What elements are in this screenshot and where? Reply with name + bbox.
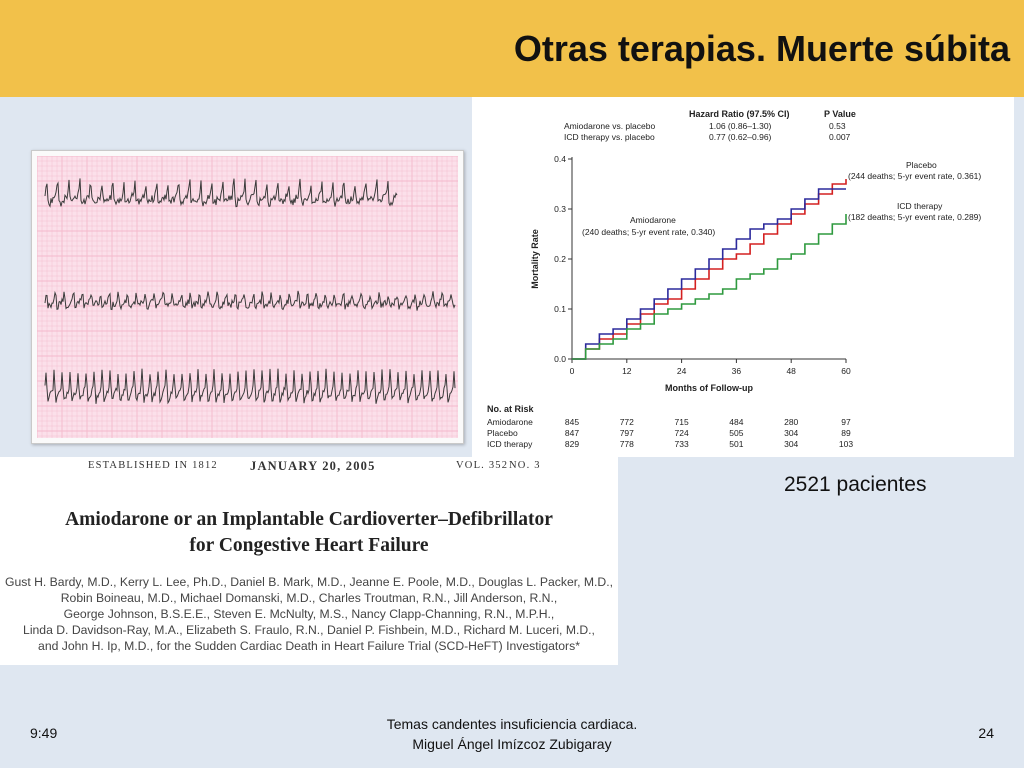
risk-row-value: 304 <box>784 439 798 449</box>
hazard-row-value: 1.06 (0.86–1.30) <box>709 121 772 131</box>
hazard-row-label: ICD therapy vs. placebo <box>564 132 655 142</box>
series-line <box>572 188 846 360</box>
footer-presenter: Temas candentes insuficiencia cardiaca. … <box>312 714 712 754</box>
issue-number: NO. 3 <box>509 460 541 471</box>
author-line: George Johnson, B.S.E.E., Steven E. McNu… <box>63 607 555 621</box>
x-tick-label: 0 <box>570 366 575 376</box>
risk-row-value: 280 <box>784 417 798 427</box>
annotation-icd-detail: (182 deaths; 5-yr event rate, 0.289) <box>848 212 981 222</box>
annotation-icd-label: ICD therapy <box>897 201 943 211</box>
footer-author: Miguel Ángel Imízcoz Zubigaray <box>412 736 612 752</box>
footer-topic: Temas candentes insuficiencia cardiaca. <box>386 716 638 732</box>
author-line: and John H. Ip, M.D., for the Sudden Car… <box>38 639 580 653</box>
title-bar: Otras terapias. Muerte súbita <box>0 0 1024 97</box>
risk-table-title: No. at Risk <box>487 404 535 414</box>
annotation-placebo-detail: (244 deaths; 5-yr event rate, 0.361) <box>848 171 981 181</box>
y-tick-label: 0.4 <box>554 154 566 164</box>
risk-row-value: 845 <box>565 417 579 427</box>
author-line: Robin Boineau, M.D., Michael Domanski, M… <box>60 591 558 605</box>
x-tick-label: 24 <box>677 366 687 376</box>
risk-row-value: 304 <box>784 428 798 438</box>
ecg-trace <box>44 290 456 311</box>
risk-row-value: 797 <box>620 428 634 438</box>
annotation-placebo-label: Placebo <box>906 160 937 170</box>
pvalue-row-value: 0.007 <box>829 132 851 142</box>
volume-text: VOL. 352 <box>456 460 509 471</box>
hazard-row-value: 0.77 (0.62–0.96) <box>709 132 772 142</box>
article-title-line1: Amiodarone or an Implantable Cardioverte… <box>65 509 553 530</box>
series-amiodarone <box>572 188 846 360</box>
footer-time: 9:49 <box>30 725 58 741</box>
ecg-trace <box>44 178 398 208</box>
risk-row-label: Placebo <box>487 428 518 438</box>
risk-row-label: Amiodarone <box>487 417 533 427</box>
risk-row-value: 772 <box>620 417 634 427</box>
risk-row-value: 847 <box>565 428 579 438</box>
slide-title: Otras terapias. Muerte súbita <box>513 28 1010 69</box>
established-text: ESTABLISHED IN 1812 <box>88 460 218 471</box>
pvalue-row-value: 0.53 <box>829 121 846 131</box>
x-tick-label: 12 <box>622 366 632 376</box>
hazard-row-label: Amiodarone vs. placebo <box>564 121 655 131</box>
annotation-amiodarone-detail: (240 deaths; 5-yr event rate, 0.340) <box>582 227 715 237</box>
risk-row-value: 103 <box>839 439 853 449</box>
risk-row-value: 484 <box>729 417 743 427</box>
risk-row-value: 778 <box>620 439 634 449</box>
series-line <box>572 214 847 360</box>
hazard-header: Hazard Ratio (97.5% CI) <box>689 109 790 119</box>
risk-row-value: 501 <box>729 439 743 449</box>
ecg-trace <box>44 368 456 405</box>
x-axis-title: Months of Follow-up <box>665 383 753 393</box>
issue-date: JANUARY 20, 2005 <box>250 459 376 473</box>
annotation-amiodarone-label: Amiodarone <box>630 215 676 225</box>
pvalue-header: P Value <box>824 109 856 119</box>
risk-row-value: 733 <box>675 439 689 449</box>
risk-row-label: ICD therapy <box>487 439 533 449</box>
x-tick-label: 60 <box>841 366 851 376</box>
journal-masthead: ESTABLISHED IN 1812 JANUARY 20, 2005 VOL… <box>0 459 618 476</box>
mortality-chart-panel: Hazard Ratio (97.5% CI) P Value Amiodarone… <box>472 97 1014 457</box>
x-tick-label: 48 <box>786 366 796 376</box>
risk-row-value: 715 <box>675 417 689 427</box>
y-axis-title: Mortality Rate <box>530 229 540 289</box>
y-tick-label: 0.0 <box>554 354 566 364</box>
y-tick-label: 0.1 <box>554 304 566 314</box>
risk-row-value: 505 <box>729 428 743 438</box>
author-line: Linda D. Davidson-Ray, M.A., Elizabeth S… <box>23 623 595 637</box>
x-tick-label: 36 <box>732 366 742 376</box>
series-icd-therapy <box>572 214 847 360</box>
y-tick-label: 0.3 <box>554 204 566 214</box>
patients-count: 2521 pacientes <box>784 473 927 496</box>
risk-row-value: 829 <box>565 439 579 449</box>
article-title-line2: for Congestive Heart Failure <box>189 535 429 556</box>
ecg-image <box>31 150 464 444</box>
risk-row-value: 89 <box>841 428 851 438</box>
author-line: Gust H. Bardy, M.D., Kerry L. Lee, Ph.D.… <box>4 575 613 589</box>
ecg-tracing <box>37 156 458 438</box>
slide-number: 24 <box>978 725 994 741</box>
risk-row-value: 97 <box>841 417 851 427</box>
risk-row-value: 724 <box>675 428 689 438</box>
y-tick-label: 0.2 <box>554 254 566 264</box>
mortality-chart: Hazard Ratio (97.5% CI) P Value Amiodarone… <box>487 109 981 449</box>
article-header: ESTABLISHED IN 1812 JANUARY 20, 2005 VOL… <box>0 457 618 665</box>
